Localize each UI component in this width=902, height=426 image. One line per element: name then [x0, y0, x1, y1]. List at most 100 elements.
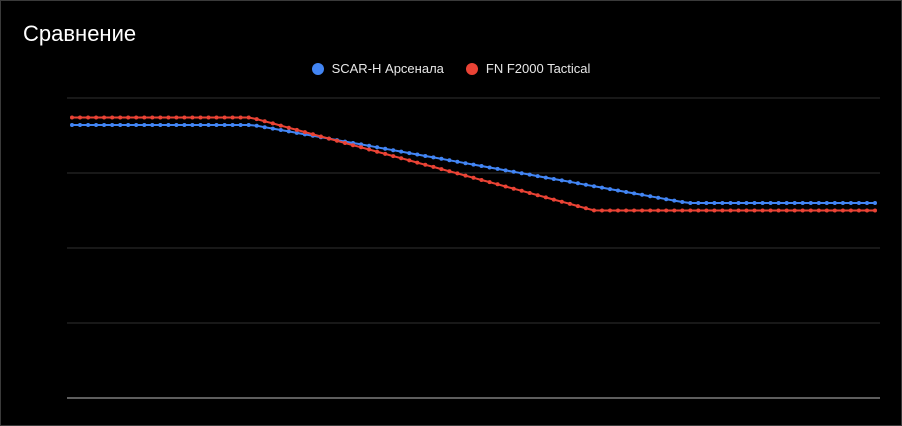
data-point[interactable] — [463, 161, 468, 166]
data-point[interactable] — [583, 182, 588, 187]
data-point[interactable] — [640, 192, 645, 197]
data-point[interactable] — [784, 208, 789, 213]
data-point[interactable] — [190, 115, 195, 120]
data-point[interactable] — [78, 123, 82, 127]
data-point[interactable] — [423, 162, 428, 167]
data-point[interactable] — [816, 201, 821, 205]
data-point[interactable] — [383, 146, 388, 151]
data-point[interactable] — [182, 123, 187, 127]
data-point[interactable] — [407, 151, 412, 156]
data-point[interactable] — [327, 136, 331, 141]
data-point[interactable] — [752, 208, 757, 213]
data-point[interactable] — [704, 208, 709, 213]
data-point[interactable] — [688, 208, 693, 213]
data-point[interactable] — [873, 201, 877, 205]
data-point[interactable] — [792, 201, 797, 205]
data-point[interactable] — [254, 123, 259, 128]
data-point[interactable] — [86, 115, 91, 120]
data-point[interactable] — [616, 188, 620, 193]
data-point[interactable] — [824, 208, 829, 213]
data-point[interactable] — [278, 123, 283, 128]
data-point[interactable] — [535, 193, 540, 198]
data-point[interactable] — [222, 115, 227, 120]
data-point[interactable] — [567, 201, 572, 206]
data-point[interactable] — [760, 208, 765, 213]
data-point[interactable] — [343, 141, 347, 145]
data-point[interactable] — [262, 125, 267, 130]
data-point[interactable] — [359, 142, 364, 147]
data-point[interactable] — [166, 123, 171, 127]
data-point[interactable] — [94, 123, 99, 127]
data-point[interactable] — [150, 115, 155, 120]
data-point[interactable] — [583, 206, 588, 211]
data-point[interactable] — [270, 121, 275, 126]
data-point[interactable] — [592, 184, 596, 189]
data-point[interactable] — [575, 204, 580, 209]
data-point[interactable] — [375, 145, 380, 150]
data-point[interactable] — [94, 115, 99, 120]
data-point[interactable] — [744, 201, 749, 205]
data-point[interactable] — [126, 123, 131, 127]
data-point[interactable] — [736, 208, 741, 213]
data-point[interactable] — [351, 143, 355, 148]
data-point[interactable] — [110, 123, 115, 127]
data-point[interactable] — [230, 123, 235, 127]
data-point[interactable] — [78, 115, 82, 120]
data-point[interactable] — [808, 208, 813, 213]
data-point[interactable] — [680, 208, 685, 213]
data-point[interactable] — [158, 115, 163, 120]
data-point[interactable] — [246, 123, 251, 127]
data-point[interactable] — [592, 208, 596, 213]
data-point[interactable] — [126, 115, 131, 120]
data-point[interactable] — [495, 182, 500, 187]
data-point[interactable] — [600, 185, 604, 190]
data-point[interactable] — [824, 201, 829, 205]
data-point[interactable] — [102, 115, 107, 120]
data-point[interactable] — [214, 123, 219, 127]
data-point[interactable] — [808, 201, 813, 205]
data-point[interactable] — [656, 208, 661, 213]
data-point[interactable] — [447, 158, 452, 163]
data-point[interactable] — [367, 147, 372, 152]
data-point[interactable] — [624, 208, 629, 213]
data-point[interactable] — [375, 149, 380, 154]
data-point[interactable] — [479, 164, 484, 168]
data-point[interactable] — [318, 134, 323, 139]
data-point[interactable] — [431, 155, 436, 160]
data-point[interactable] — [720, 208, 725, 213]
data-point[interactable] — [503, 184, 508, 189]
data-point[interactable] — [792, 208, 797, 213]
data-point[interactable] — [70, 115, 74, 120]
data-point[interactable] — [367, 143, 372, 148]
data-point[interactable] — [816, 208, 821, 213]
data-point[interactable] — [832, 201, 837, 205]
legend-item-scar-h[interactable]: SCAR-H Арсенала — [311, 61, 444, 76]
data-point[interactable] — [720, 201, 725, 205]
data-point[interactable] — [527, 172, 532, 177]
data-point[interactable] — [535, 174, 540, 179]
data-point[interactable] — [407, 158, 412, 163]
data-point[interactable] — [776, 201, 781, 205]
data-point[interactable] — [134, 123, 139, 127]
data-point[interactable] — [335, 138, 339, 143]
data-point[interactable] — [519, 171, 524, 176]
data-point[interactable] — [664, 197, 669, 202]
data-point[interactable] — [624, 190, 629, 194]
data-point[interactable] — [150, 123, 155, 127]
data-point[interactable] — [439, 156, 444, 161]
data-point[interactable] — [302, 130, 307, 135]
data-point[interactable] — [648, 208, 653, 213]
data-point[interactable] — [648, 194, 653, 199]
data-point[interactable] — [198, 115, 203, 120]
data-point[interactable] — [294, 127, 299, 132]
data-point[interactable] — [286, 125, 291, 130]
data-point[interactable] — [214, 115, 219, 120]
data-point[interactable] — [471, 175, 476, 180]
data-point[interactable] — [543, 195, 548, 200]
data-point[interactable] — [848, 208, 853, 213]
data-point[interactable] — [471, 162, 476, 167]
data-point[interactable] — [230, 115, 235, 120]
data-point[interactable] — [479, 178, 484, 182]
legend-item-fn-f2000[interactable]: FN F2000 Tactical — [465, 61, 590, 76]
data-point[interactable] — [856, 208, 861, 213]
